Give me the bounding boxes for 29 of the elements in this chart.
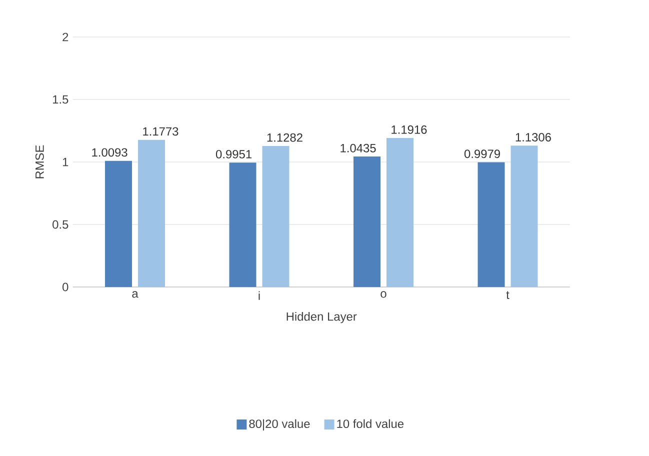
x-axis-title: Hidden Layer	[286, 312, 357, 324]
x-tick-label: o	[380, 291, 386, 298]
data-label: 0.9979	[464, 150, 500, 158]
data-label: 1.0435	[340, 144, 376, 152]
legend-label: 80|20 value	[249, 419, 310, 430]
data-label: 1.1916	[392, 125, 427, 134]
bar	[354, 156, 380, 287]
bar	[138, 140, 165, 287]
bar	[262, 146, 290, 287]
bar	[386, 138, 414, 287]
x-tick-label: a	[132, 291, 138, 298]
x-tick-label: t	[506, 291, 510, 300]
data-label: 1.1282	[267, 133, 302, 142]
y-tick-label: 0	[62, 282, 68, 292]
bar	[229, 162, 256, 287]
legend-label: 10 fold value	[337, 419, 404, 428]
y-axis-title: RMSE	[35, 145, 44, 178]
y-tick-label: 0.5	[52, 220, 68, 229]
data-label: 1.0093	[92, 148, 128, 157]
bar	[105, 160, 132, 287]
y-tick-label: 2	[62, 32, 68, 42]
data-label: 1.1773	[143, 127, 178, 136]
y-tick-label: 1	[62, 158, 68, 166]
data-label: 0.9951	[216, 150, 252, 158]
bar	[510, 146, 538, 287]
x-tick-label: i	[258, 291, 260, 300]
data-label: 1.1306	[516, 133, 551, 142]
y-tick-label: 1.5	[52, 95, 68, 104]
bar	[478, 162, 505, 287]
